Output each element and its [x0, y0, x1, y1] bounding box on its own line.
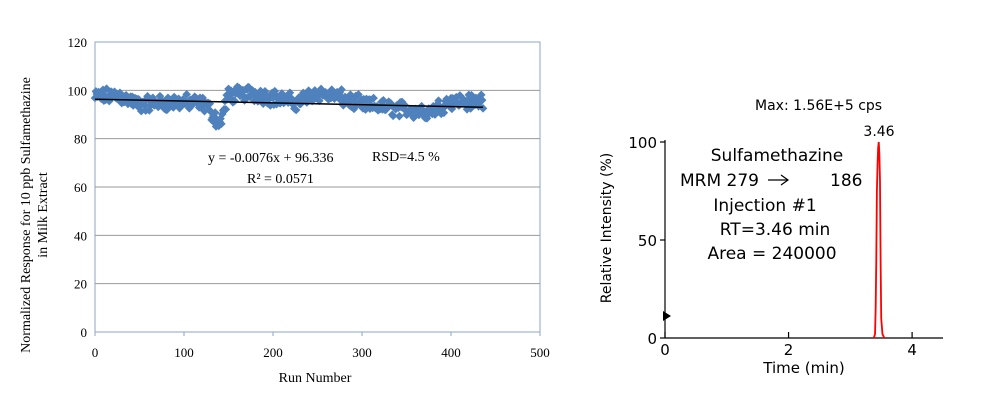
- left-y-tick-labels: 0 20 40 60 80 100 120: [68, 35, 88, 340]
- data-point: [310, 86, 320, 95]
- data-point: [163, 93, 173, 103]
- data-point: [452, 92, 461, 102]
- x-tick-label: 2: [784, 341, 794, 359]
- y-tick-label: 100: [68, 83, 88, 98]
- data-point: [128, 101, 138, 110]
- left-data-points: [90, 82, 488, 131]
- data-point: [434, 96, 443, 105]
- left-trendline: [94, 98, 484, 108]
- y-tick-label: 80: [74, 132, 87, 147]
- y-tick-label: 40: [74, 228, 87, 243]
- data-point: [267, 88, 277, 98]
- data-point: [214, 121, 224, 131]
- data-point: [314, 96, 324, 106]
- data-point: [217, 109, 227, 119]
- data-point: [476, 90, 486, 100]
- y-tick-label: 0: [647, 330, 657, 348]
- data-point: [262, 91, 272, 101]
- data-point: [379, 96, 388, 105]
- x-tick-label: 0: [92, 345, 99, 360]
- chromatogram-peak-trace: [872, 141, 886, 339]
- data-point: [478, 104, 488, 113]
- right-y-ticks: 0 50 100: [628, 134, 665, 348]
- data-point: [221, 105, 231, 114]
- data-point: [144, 106, 154, 115]
- data-point: [234, 83, 244, 93]
- data-point: [206, 107, 215, 116]
- peak-rt-label: 3.46: [863, 124, 894, 140]
- baseline-marker-icon: [663, 311, 671, 321]
- stability-scatter-chart: 0 20 40 60 80 100 120 0 100 200 300 400 500 Run Num…: [19, 35, 550, 386]
- left-gridlines: [95, 89, 540, 285]
- data-point: [242, 93, 251, 103]
- right-x-ticks: 0 2 4: [660, 332, 917, 359]
- data-point: [260, 86, 270, 96]
- data-point: [395, 111, 404, 121]
- trendline-equation: y = -0.0076x + 96.336: [208, 151, 333, 166]
- y-tick-label: 20: [74, 277, 87, 292]
- data-point: [474, 101, 483, 111]
- mrm-product: 186: [830, 171, 862, 191]
- y-tick-label: 50: [638, 232, 657, 250]
- data-point: [258, 99, 268, 108]
- x-tick-label: 200: [263, 345, 283, 360]
- data-point: [223, 94, 232, 104]
- x-tick-label: 500: [530, 345, 550, 360]
- x-tick-label: 4: [907, 341, 917, 359]
- y-tick-label: 60: [74, 180, 87, 195]
- x-tick-label: 0: [660, 341, 670, 359]
- max-intensity-label: Max: 1.56E+5 cps: [755, 98, 882, 114]
- data-point: [277, 89, 287, 98]
- data-point: [388, 111, 398, 121]
- y-tick-label: 100: [628, 134, 657, 152]
- retention-time-label: RT=3.46 min: [720, 220, 831, 240]
- data-point: [337, 85, 346, 94]
- right-y-axis-label: Relative Intensity (%): [599, 153, 615, 304]
- data-point: [154, 101, 164, 111]
- data-point: [178, 94, 188, 104]
- data-point: [250, 87, 260, 97]
- data-point: [230, 96, 240, 106]
- data-point: [165, 101, 175, 110]
- data-point: [439, 108, 449, 118]
- data-point: [477, 95, 487, 105]
- left-x-tick-labels: 0 100 200 300 400 500: [92, 332, 550, 360]
- arrow-right-icon: [780, 174, 790, 186]
- data-point: [349, 104, 359, 114]
- right-x-axis-label: Time (min): [762, 359, 844, 377]
- y-tick-label: 0: [81, 325, 88, 340]
- data-point: [409, 113, 418, 122]
- x-tick-label: 400: [441, 345, 461, 360]
- left-x-axis-label: Run Number: [279, 371, 352, 386]
- data-point: [182, 90, 191, 99]
- peak-area-label: Area = 240000: [707, 244, 836, 264]
- y-tick-label: 120: [68, 35, 88, 50]
- x-tick-label: 300: [352, 345, 372, 360]
- chromatogram-chart: 0 50 100 0 2 4 Max: 1.56E+5 cps 3.46 Sulfame…: [599, 98, 943, 377]
- x-tick-label: 100: [174, 345, 194, 360]
- rsd-label: RSD=4.5 %: [372, 150, 440, 165]
- r-squared-label: R² = 0.0571: [247, 172, 314, 187]
- mrm-precursor: MRM 279: [680, 171, 759, 191]
- data-point: [366, 95, 376, 105]
- data-point: [217, 119, 226, 129]
- data-point: [210, 108, 220, 117]
- data-point: [442, 94, 451, 104]
- data-point: [291, 105, 301, 115]
- data-point: [199, 96, 208, 105]
- data-point: [209, 111, 218, 120]
- left-y-axis-label-line1: Normalized Response for 10 ppb Sulfameth…: [19, 77, 34, 353]
- compound-name: Sulfamethazine: [711, 146, 843, 166]
- data-point: [209, 118, 219, 127]
- data-point: [369, 93, 378, 103]
- left-y-axis-label-line2: in Milk Extract: [36, 172, 51, 258]
- injection-label: Injection #1: [713, 196, 816, 216]
